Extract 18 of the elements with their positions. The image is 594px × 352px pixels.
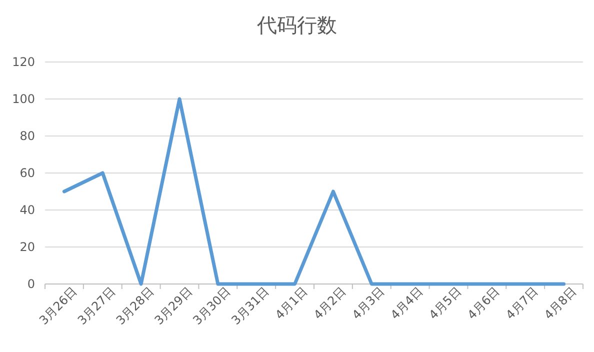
x-tick-label: 4月6日 [464,284,502,322]
x-tick-label: 3月31日 [228,284,272,328]
y-tick-label: 20 [20,240,35,254]
y-tick-label: 0 [27,276,35,291]
y-tick-label: 40 [20,202,35,217]
x-tick-label: 4月3日 [349,284,388,322]
y-tick-label: 60 [20,166,35,180]
y-tick-label: 80 [20,128,35,143]
y-tick-label: 120 [12,54,35,69]
chart-title: 代码行数 [256,13,337,37]
x-tick-label: 4月8日 [542,284,580,322]
x-tick-label: 4月4日 [388,284,426,322]
y-tick-label: 100 [12,92,35,106]
x-tick-label: 4月5日 [426,284,464,322]
x-tick-label: 4月7日 [503,284,541,322]
x-tick-label: 4月2日 [310,284,349,322]
line-series [62,97,566,286]
x-tick-label: 4月1日 [272,284,310,322]
